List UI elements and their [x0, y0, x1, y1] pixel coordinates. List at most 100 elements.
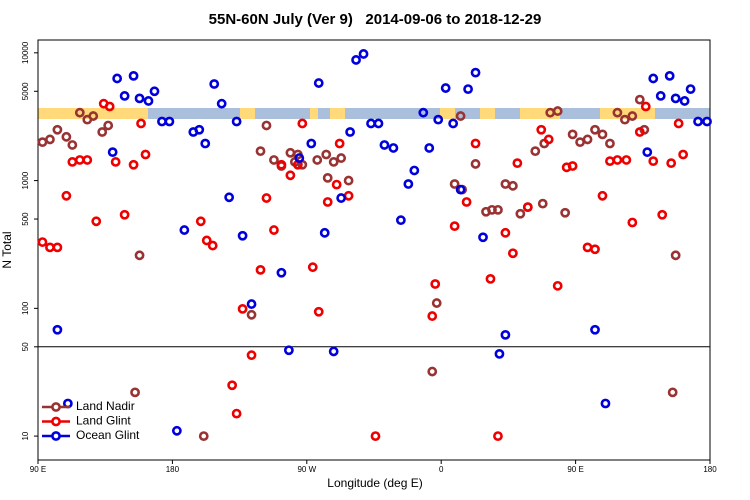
point	[97, 127, 108, 137]
point	[216, 98, 227, 109]
point	[269, 225, 279, 235]
point	[88, 111, 99, 121]
point	[52, 324, 63, 335]
point	[345, 127, 356, 137]
series	[37, 98, 689, 441]
point	[590, 244, 600, 255]
y-tick-label: 100	[21, 301, 30, 315]
point	[427, 311, 438, 321]
point	[370, 431, 381, 441]
point	[237, 303, 248, 314]
point	[440, 83, 451, 93]
point	[567, 161, 578, 171]
point	[427, 366, 438, 377]
point	[237, 230, 248, 241]
point	[209, 79, 220, 89]
point	[52, 242, 63, 253]
point	[433, 114, 444, 125]
point	[470, 138, 481, 149]
point	[224, 192, 235, 203]
x-tick-label: 90 W	[297, 465, 316, 474]
point	[448, 118, 459, 129]
point	[319, 227, 330, 238]
point	[130, 387, 140, 398]
point	[640, 101, 651, 112]
point	[246, 350, 257, 361]
point	[112, 73, 123, 84]
point	[485, 273, 496, 284]
y-axis-label: N Total	[0, 231, 14, 268]
point	[255, 146, 266, 157]
point	[657, 209, 668, 220]
point	[666, 158, 677, 169]
point	[627, 217, 638, 228]
point	[590, 124, 600, 135]
point	[493, 431, 503, 441]
strip-ocean	[255, 108, 310, 119]
point	[322, 197, 333, 207]
point	[328, 346, 339, 357]
point	[331, 179, 342, 190]
point	[261, 193, 272, 203]
point	[207, 240, 218, 251]
point	[107, 147, 118, 158]
point	[543, 134, 554, 145]
x-tick-label: 90 E	[567, 465, 583, 474]
series	[37, 94, 681, 441]
point	[128, 159, 139, 170]
point	[494, 348, 505, 359]
y-tick-label: 500	[21, 212, 30, 226]
point	[552, 280, 563, 291]
point	[678, 149, 689, 160]
point	[582, 134, 593, 145]
point	[449, 221, 460, 232]
point	[507, 248, 518, 259]
y-tick-label: 50	[21, 342, 30, 351]
point	[449, 179, 460, 189]
point	[231, 116, 242, 127]
y-tick-label: 10	[21, 431, 30, 440]
point	[276, 159, 287, 170]
strip-ocean	[655, 108, 710, 119]
point	[294, 153, 305, 163]
point	[201, 235, 212, 246]
point	[388, 143, 399, 153]
x-tick-label: 180	[166, 465, 180, 474]
point	[478, 232, 488, 243]
point	[336, 153, 347, 163]
strip-ocean	[148, 108, 240, 119]
point	[702, 116, 712, 127]
point	[493, 204, 503, 215]
point	[470, 159, 481, 169]
point	[322, 172, 333, 183]
point	[621, 155, 632, 165]
strip-ocean	[318, 108, 330, 119]
point	[103, 120, 114, 131]
point	[307, 262, 318, 273]
point	[500, 227, 511, 238]
point	[164, 116, 175, 127]
point	[149, 86, 160, 97]
point	[627, 111, 638, 121]
point	[667, 387, 678, 398]
point	[128, 70, 139, 81]
point	[648, 73, 659, 84]
point	[461, 197, 472, 207]
point	[283, 345, 294, 356]
point	[134, 93, 145, 104]
point	[255, 264, 266, 275]
point	[612, 155, 623, 165]
point	[379, 140, 390, 150]
x-axis-label: Longitude (deg E)	[327, 476, 422, 490]
point	[590, 324, 600, 335]
point	[463, 84, 473, 95]
legend-label: Land Nadir	[76, 399, 135, 413]
point	[134, 250, 145, 261]
point	[351, 55, 361, 65]
series	[52, 49, 712, 436]
point	[321, 149, 332, 160]
point	[500, 329, 511, 340]
point	[373, 118, 384, 129]
point	[537, 198, 548, 209]
point	[455, 111, 466, 121]
